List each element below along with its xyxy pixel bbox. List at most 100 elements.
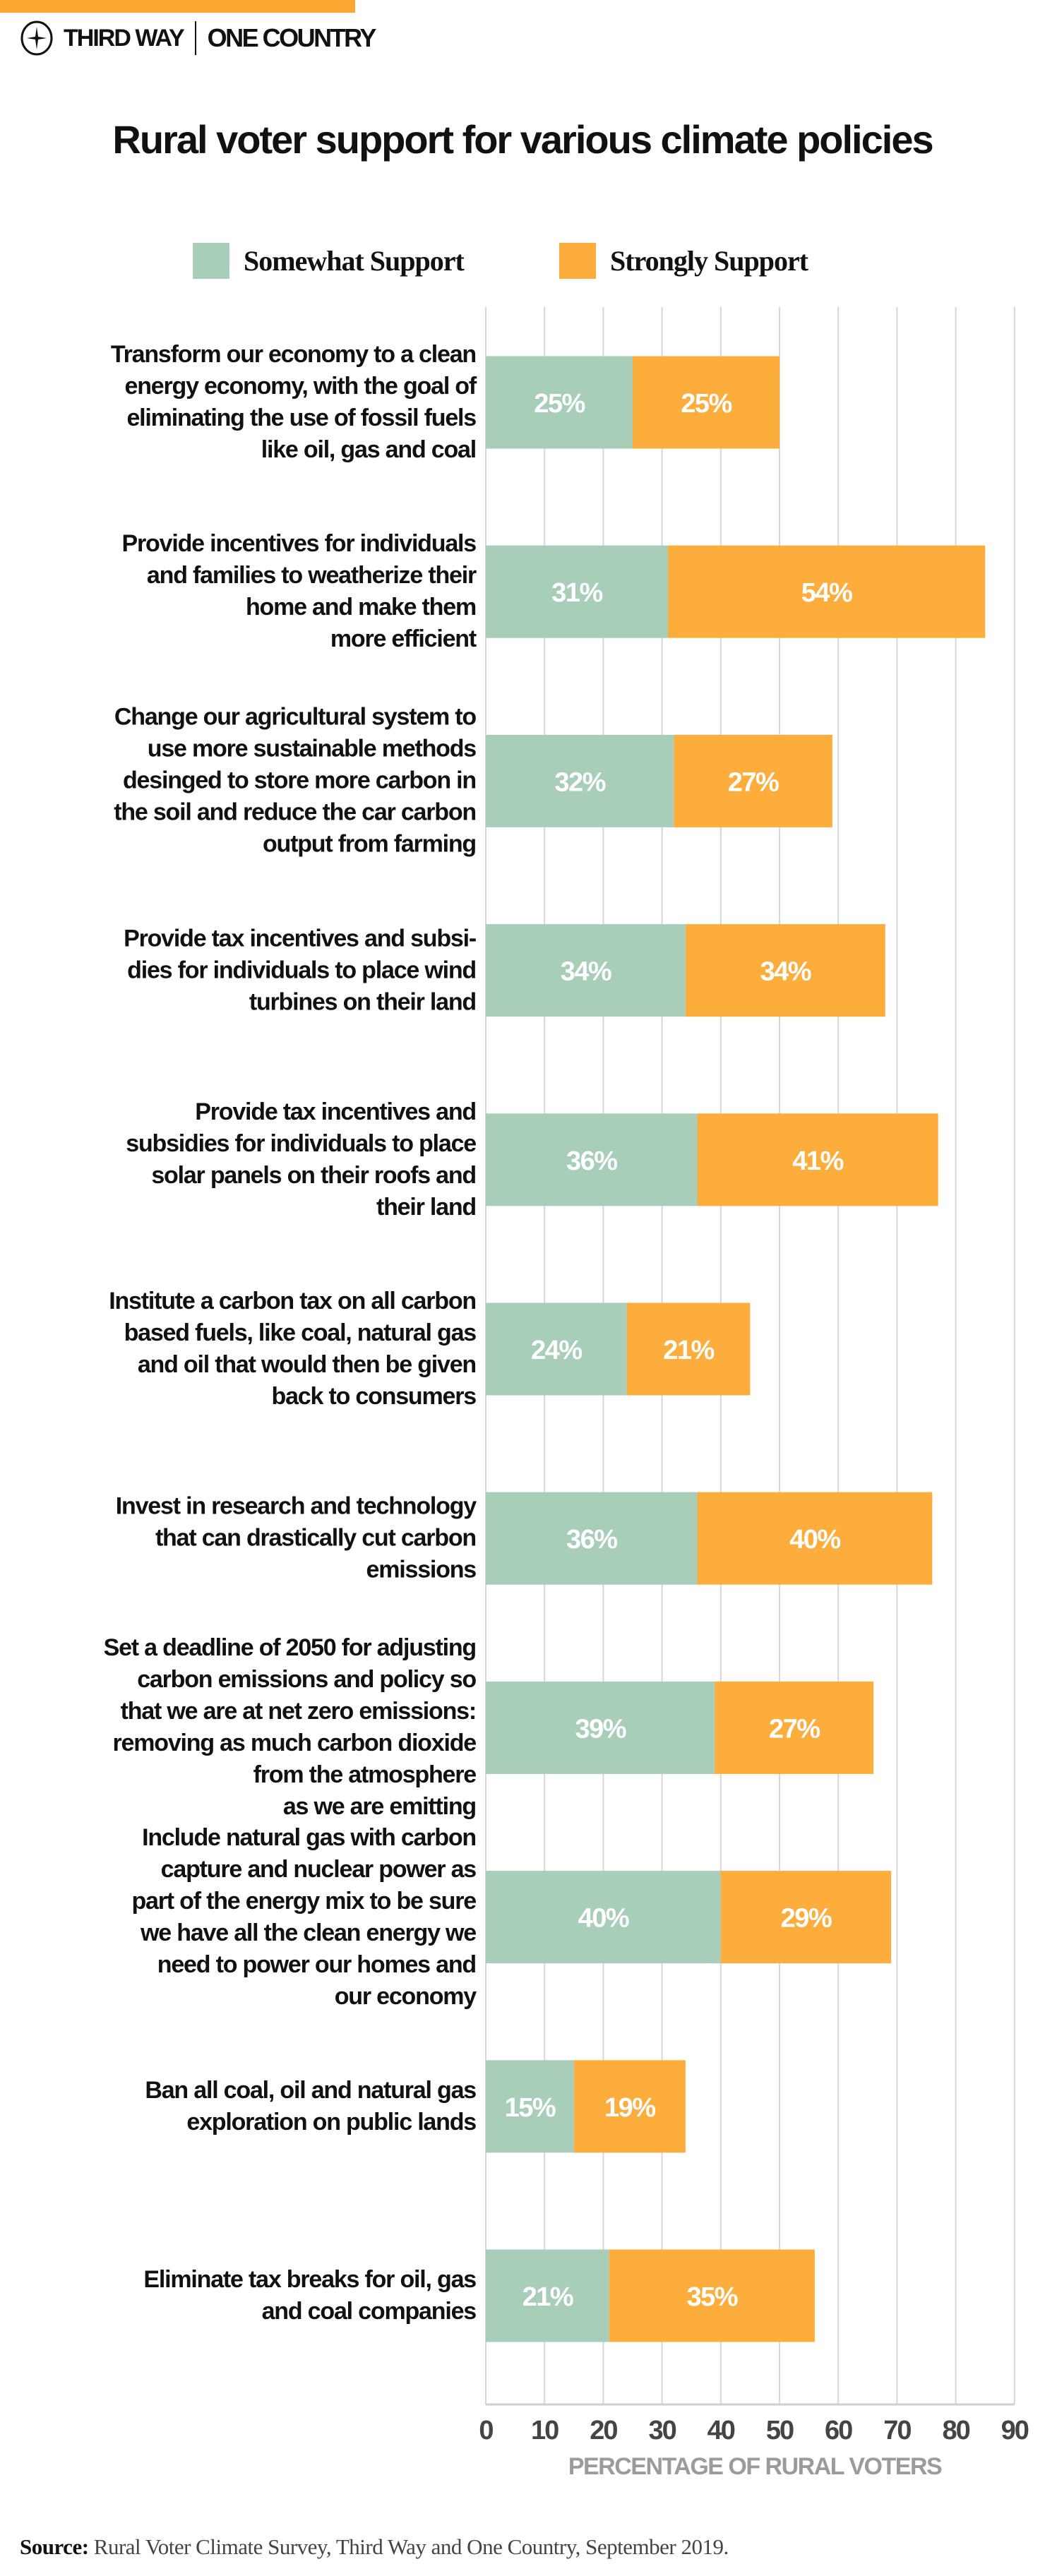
bar-somewhat-support bbox=[486, 1302, 627, 1396]
category-label-line: Provide incentives for individuals bbox=[121, 530, 477, 558]
brand-third-way: THIRD WAY bbox=[64, 24, 185, 52]
category-label-line: and families to weatherize their bbox=[146, 562, 477, 589]
x-tick-label: 80 bbox=[942, 2416, 969, 2445]
category-label-line: more efficient bbox=[330, 625, 477, 653]
category-label-line: Set a deadline of 2050 for adjusting bbox=[103, 1634, 477, 1662]
category-label-line: removing as much carbon dioxide bbox=[112, 1730, 477, 1757]
category-label-line: desinged to store more carbon in bbox=[122, 767, 477, 794]
category-label: Eliminate tax breaks for oil, gas and coa… bbox=[24, 2264, 477, 2328]
bar-somewhat-support bbox=[486, 2249, 609, 2342]
x-tick-label: 50 bbox=[766, 2416, 794, 2445]
x-tick-label: 60 bbox=[825, 2416, 852, 2445]
bar-strongly-support bbox=[685, 924, 885, 1017]
bar-value-label: 27% bbox=[728, 767, 779, 797]
bar-strongly-support bbox=[626, 1302, 751, 1396]
bar-value-label: 24% bbox=[531, 1336, 582, 1365]
category-label-line: output from farming bbox=[262, 830, 477, 858]
source-label: Source: bbox=[20, 2534, 89, 2559]
category-label-line: that we are at net zero emissions: bbox=[120, 1698, 477, 1725]
category-label: Provide tax incentives and subsi-dies fo… bbox=[24, 923, 477, 1018]
category-label-line: Change our agricultural system to bbox=[114, 703, 477, 731]
bar-value-label: 15% bbox=[505, 2093, 556, 2123]
category-label-line: back to consumers bbox=[271, 1383, 477, 1410]
category-label-line: carbon emissions and policy so bbox=[137, 1666, 477, 1694]
source-note: Source: Rural Voter Climate Survey, Thir… bbox=[20, 2534, 729, 2560]
bar-value-label: 41% bbox=[792, 1146, 843, 1176]
x-tick-label: 0 bbox=[479, 2416, 493, 2445]
bar-strongly-support bbox=[667, 545, 986, 638]
bar-value-label: 19% bbox=[604, 2093, 655, 2123]
legend-label-strongly: Strongly Support bbox=[610, 245, 808, 277]
category-label-line: solar panels on their roofs and bbox=[151, 1161, 477, 1189]
brand-divider bbox=[194, 21, 196, 55]
bar-somewhat-support bbox=[486, 1492, 698, 1585]
bar-value-label: 36% bbox=[566, 1525, 617, 1554]
bar-strongly-support bbox=[697, 1492, 933, 1585]
bar-value-label: 29% bbox=[781, 1904, 832, 1934]
bar-value-label: 32% bbox=[554, 767, 605, 797]
compass-icon bbox=[20, 20, 53, 56]
x-tick-label: 40 bbox=[707, 2416, 735, 2445]
category-label-line: Ban all coal, oil and natural gas bbox=[145, 2076, 477, 2104]
bar-strongly-support bbox=[573, 2060, 686, 2153]
category-label-line: Institute a carbon tax on all carbon bbox=[109, 1288, 477, 1314]
bar-strongly-support bbox=[633, 356, 780, 449]
bar-value-label: 34% bbox=[760, 957, 811, 987]
x-tick-label: 20 bbox=[590, 2416, 617, 2445]
category-label-line: and coal companies bbox=[261, 2298, 477, 2325]
legend-swatch-somewhat bbox=[193, 243, 229, 279]
category-label-line: Provide tax incentives and bbox=[195, 1098, 477, 1125]
legend-label-somewhat: Somewhat Support bbox=[244, 245, 465, 277]
category-label-line: from the atmosphere bbox=[253, 1761, 477, 1789]
bar-value-label: 54% bbox=[801, 578, 852, 608]
category-label: Transform our economy to a clean energy e… bbox=[24, 339, 477, 466]
bar-value-label: 40% bbox=[789, 1525, 840, 1554]
category-label-line: their land bbox=[376, 1193, 477, 1221]
category-label-line: based fuels, like coal, natural gas bbox=[124, 1319, 477, 1346]
category-label-line: Transform our economy to a clean bbox=[110, 341, 477, 368]
bar-value-label: 27% bbox=[769, 1714, 820, 1744]
bar-value-label: 40% bbox=[578, 1904, 629, 1934]
bar-somewhat-support bbox=[486, 2060, 574, 2153]
category-label: Invest in research and technology that ca… bbox=[24, 1491, 477, 1586]
legend-swatch-strongly bbox=[559, 243, 596, 279]
bar-value-label: 21% bbox=[663, 1336, 714, 1365]
bar-value-label: 21% bbox=[522, 2282, 573, 2312]
category-label-line: the soil and reduce the car carbon bbox=[114, 798, 477, 826]
top-accent-bar bbox=[0, 0, 355, 13]
bar-value-label: 34% bbox=[561, 957, 611, 987]
category-label-line: and oil that would then be given bbox=[137, 1351, 477, 1378]
bar-somewhat-support bbox=[486, 1681, 715, 1774]
category-label-line: our economy bbox=[334, 1982, 477, 2010]
category-label-line: need to power our homes and bbox=[157, 1951, 477, 1978]
bar-value-label: 25% bbox=[534, 389, 585, 419]
category-label: Institute a carbon tax on all carbon base… bbox=[24, 1286, 477, 1413]
category-label-line: Eliminate tax breaks for oil, gas bbox=[143, 2266, 477, 2293]
bar-somewhat-support bbox=[486, 1871, 721, 1964]
category-label-line: turbines on their land bbox=[249, 988, 477, 1016]
category-label-line: dies for individuals to place wind bbox=[127, 957, 477, 984]
bar-strongly-support bbox=[715, 1681, 874, 1774]
category-label-line: exploration on public lands bbox=[186, 2108, 477, 2135]
x-tick-label: 30 bbox=[648, 2416, 676, 2445]
category-label-line: eliminating the use of fossil fuels bbox=[126, 405, 477, 431]
category-label-line: as we are emitting bbox=[282, 1793, 477, 1821]
bar-strongly-support bbox=[720, 1871, 892, 1964]
category-label-line: Provide tax incentives and subsi- bbox=[124, 925, 477, 952]
bar-somewhat-support bbox=[486, 356, 633, 449]
category-label-line: use more sustainable methods bbox=[147, 735, 477, 762]
source-text: Rural Voter Climate Survey, Third Way an… bbox=[93, 2534, 729, 2559]
brand-one-country: ONE COUNTRY bbox=[207, 23, 377, 52]
category-label-line: home and make them bbox=[245, 594, 477, 621]
category-label-line: Invest in research and technology bbox=[115, 1492, 477, 1520]
chart-title: Rural voter support for various climate … bbox=[112, 117, 933, 162]
x-axis-title: PERCENTAGE OF RURAL VOTERS bbox=[568, 2453, 942, 2480]
category-label-line: part of the energy mix to be sure bbox=[131, 1887, 477, 1915]
bar-somewhat-support bbox=[486, 545, 668, 638]
category-label: Ban all coal, oil and natural gas explora… bbox=[24, 2075, 477, 2138]
category-label: Change our agricultural system to use mor… bbox=[24, 702, 477, 861]
bar-value-label: 25% bbox=[681, 389, 732, 419]
category-label-line: that can drastically cut carbon bbox=[155, 1524, 477, 1552]
category-label-line: like oil, gas and coal bbox=[261, 436, 477, 463]
